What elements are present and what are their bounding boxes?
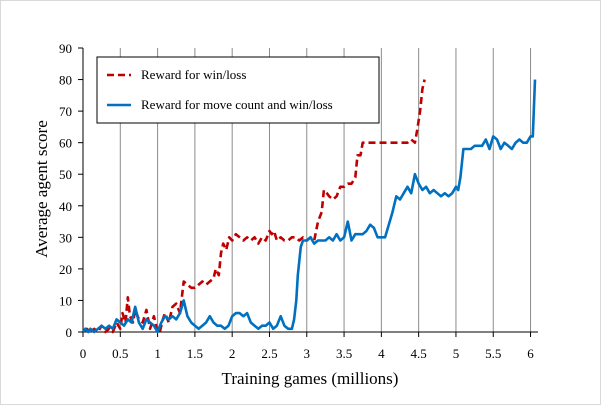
- legend-label: Reward for win/loss: [141, 67, 246, 82]
- x-tick-label: 0: [80, 346, 87, 361]
- series-line-move-count: [81, 79, 537, 334]
- x-tick-label: 1.5: [187, 346, 203, 361]
- y-axis-title: Average agent score: [32, 120, 51, 258]
- x-tick-label: 2: [229, 346, 236, 361]
- y-tick-label: 30: [59, 230, 72, 245]
- x-tick-labels: 0 0.5 1 1.5 2 2.5 3 3.5 4 4.5 5 5.5 6: [80, 346, 535, 361]
- series-lines: [81, 79, 537, 334]
- y-tick-labels: 0 10 20 30 40 50 60 70 80 90: [59, 41, 72, 340]
- y-tick-label: 70: [59, 104, 72, 119]
- x-tick-label: 2.5: [261, 346, 277, 361]
- x-tick-label: 4.5: [411, 346, 427, 361]
- y-tick-label: 20: [59, 262, 72, 277]
- x-tick-label: 1: [154, 346, 161, 361]
- x-tick-label: 5.5: [485, 346, 501, 361]
- y-tick-label: 50: [59, 167, 72, 182]
- x-tick-label: 6: [527, 346, 534, 361]
- y-tick-label: 40: [59, 199, 72, 214]
- y-tick-label: 80: [59, 73, 72, 88]
- legend-box: [96, 56, 380, 124]
- y-tick-label: 10: [59, 293, 72, 308]
- y-tick-label: 0: [66, 325, 73, 340]
- legend: Reward for win/loss Reward for move count…: [96, 56, 380, 124]
- legend-label: Reward for move count and win/loss: [141, 97, 333, 112]
- x-tick-label: 3: [304, 346, 311, 361]
- x-tick-label: 5: [453, 346, 460, 361]
- x-tick-label: 4: [378, 346, 385, 361]
- y-tick-label: 90: [59, 41, 72, 56]
- x-tick-label: 0.5: [112, 346, 128, 361]
- y-tick-label: 60: [59, 136, 72, 151]
- x-tick-label: 3.5: [336, 346, 352, 361]
- x-axis-title: Training games (millions): [222, 369, 399, 388]
